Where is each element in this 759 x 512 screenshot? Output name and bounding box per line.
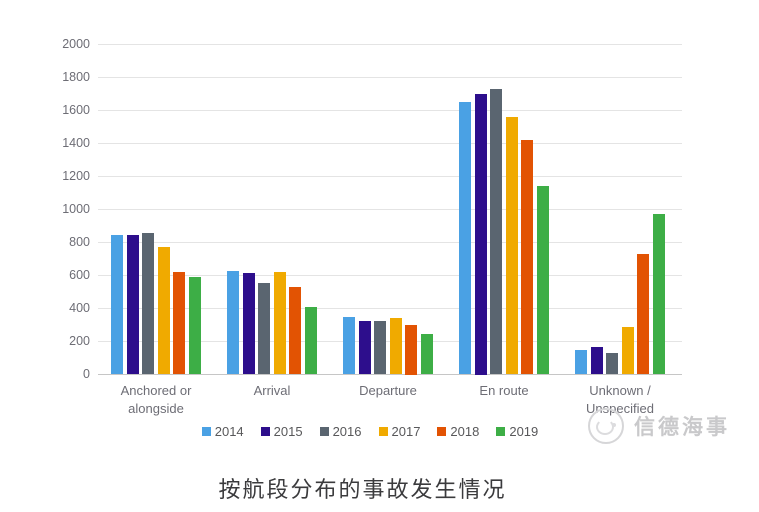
y-axis-tick-label: 1200 — [62, 169, 90, 183]
gridline — [98, 176, 682, 177]
bar-2016-departure — [374, 321, 386, 374]
y-axis-tick-label: 800 — [69, 235, 90, 249]
gridline — [98, 374, 682, 375]
legend-label: 2017 — [391, 424, 421, 439]
y-axis-tick-label: 200 — [69, 334, 90, 348]
bar-2014-anchored-or-alongside — [111, 235, 123, 374]
bar-2019-en-route — [537, 186, 549, 374]
legend-label: 2016 — [332, 424, 362, 439]
gridline — [98, 44, 682, 45]
bar-2016-en-route — [490, 89, 502, 374]
bar-2019-departure — [421, 334, 433, 374]
bar-2015-anchored-or-alongside — [127, 235, 139, 374]
y-axis-tick-label: 0 — [83, 367, 90, 381]
legend-label: 2018 — [450, 424, 480, 439]
legend-swatch-icon — [319, 427, 329, 436]
bar-2018-en-route — [521, 140, 533, 374]
gridline — [98, 143, 682, 144]
gridline — [98, 275, 682, 276]
legend-swatch-icon — [260, 427, 270, 436]
bar-2015-departure — [359, 321, 371, 374]
legend-label: 2019 — [509, 424, 539, 439]
y-axis-tick-label: 1400 — [62, 136, 90, 150]
y-axis-tick-label: 1000 — [62, 202, 90, 216]
bar-2014-arrival — [227, 271, 239, 374]
legend-swatch-icon — [378, 427, 388, 436]
gridline — [98, 308, 682, 309]
chart-caption: 按航段分布的事故发生情况 — [218, 477, 507, 502]
bar-2016-anchored-or-alongside — [142, 233, 154, 374]
bar-2014-en-route — [459, 102, 471, 374]
x-axis-category-label: Arrival — [253, 383, 291, 398]
legend-item-2017: 2017 — [378, 424, 421, 439]
legend-item-2019: 2019 — [496, 424, 538, 439]
legend-item-2015: 2015 — [260, 424, 303, 439]
bar-2014-unknown-unspecified — [575, 350, 587, 374]
bar-2017-unknown-unspecified — [622, 327, 634, 374]
legend: 2014 2015 2016 2017 2018 2019 — [80, 424, 660, 439]
y-axis-tick-label: 600 — [69, 268, 90, 282]
gridline — [98, 77, 682, 78]
legend-label: 2014 — [214, 424, 244, 439]
legend-item-2018: 2018 — [437, 424, 479, 439]
bar-2015-en-route — [475, 94, 487, 375]
legend-swatch-icon — [496, 427, 506, 436]
bar-2016-arrival — [258, 283, 270, 374]
legend-swatch-icon — [201, 427, 211, 436]
bar-2017-departure — [390, 318, 402, 374]
bar-2015-arrival — [243, 273, 255, 374]
bar-2017-arrival — [274, 272, 286, 374]
y-axis-tick-label: 1800 — [62, 70, 90, 84]
y-axis-tick-label: 400 — [69, 301, 90, 315]
legend-item-2016: 2016 — [319, 424, 362, 439]
watermark-text: 信德海事 — [634, 415, 730, 439]
y-axis-tick-label: 2000 — [62, 37, 90, 51]
gridline — [98, 209, 682, 210]
bar-2019-unknown-unspecified — [653, 214, 665, 374]
bar-2018-arrival — [289, 287, 301, 374]
gridline — [98, 110, 682, 111]
bar-2017-anchored-or-alongside — [158, 247, 170, 374]
bar-2015-unknown-unspecified — [591, 347, 603, 374]
bar-2019-anchored-or-alongside — [189, 277, 201, 374]
bar-2016-unknown-unspecified — [606, 353, 618, 374]
gridline — [98, 242, 682, 243]
legend-item-2014: 2014 — [201, 424, 244, 439]
bar-2018-anchored-or-alongside — [173, 272, 185, 374]
legend-label: 2015 — [273, 424, 303, 439]
y-axis-tick-label: 1600 — [62, 103, 90, 117]
x-axis-category-label: Departure — [359, 383, 417, 398]
bar-2014-departure — [343, 317, 355, 374]
bar-2017-en-route — [506, 117, 518, 374]
legend-swatch-icon — [437, 427, 447, 436]
bar-2018-departure — [405, 325, 417, 375]
bar-2019-arrival — [305, 307, 317, 374]
xinde-marine-logo-icon — [588, 408, 624, 444]
bar-2018-unknown-unspecified — [637, 254, 649, 374]
watermark: 信德海事 — [588, 408, 730, 444]
x-axis-category-label: En route — [479, 383, 529, 398]
x-axis-category-label: Anchored or alongside — [120, 383, 192, 416]
